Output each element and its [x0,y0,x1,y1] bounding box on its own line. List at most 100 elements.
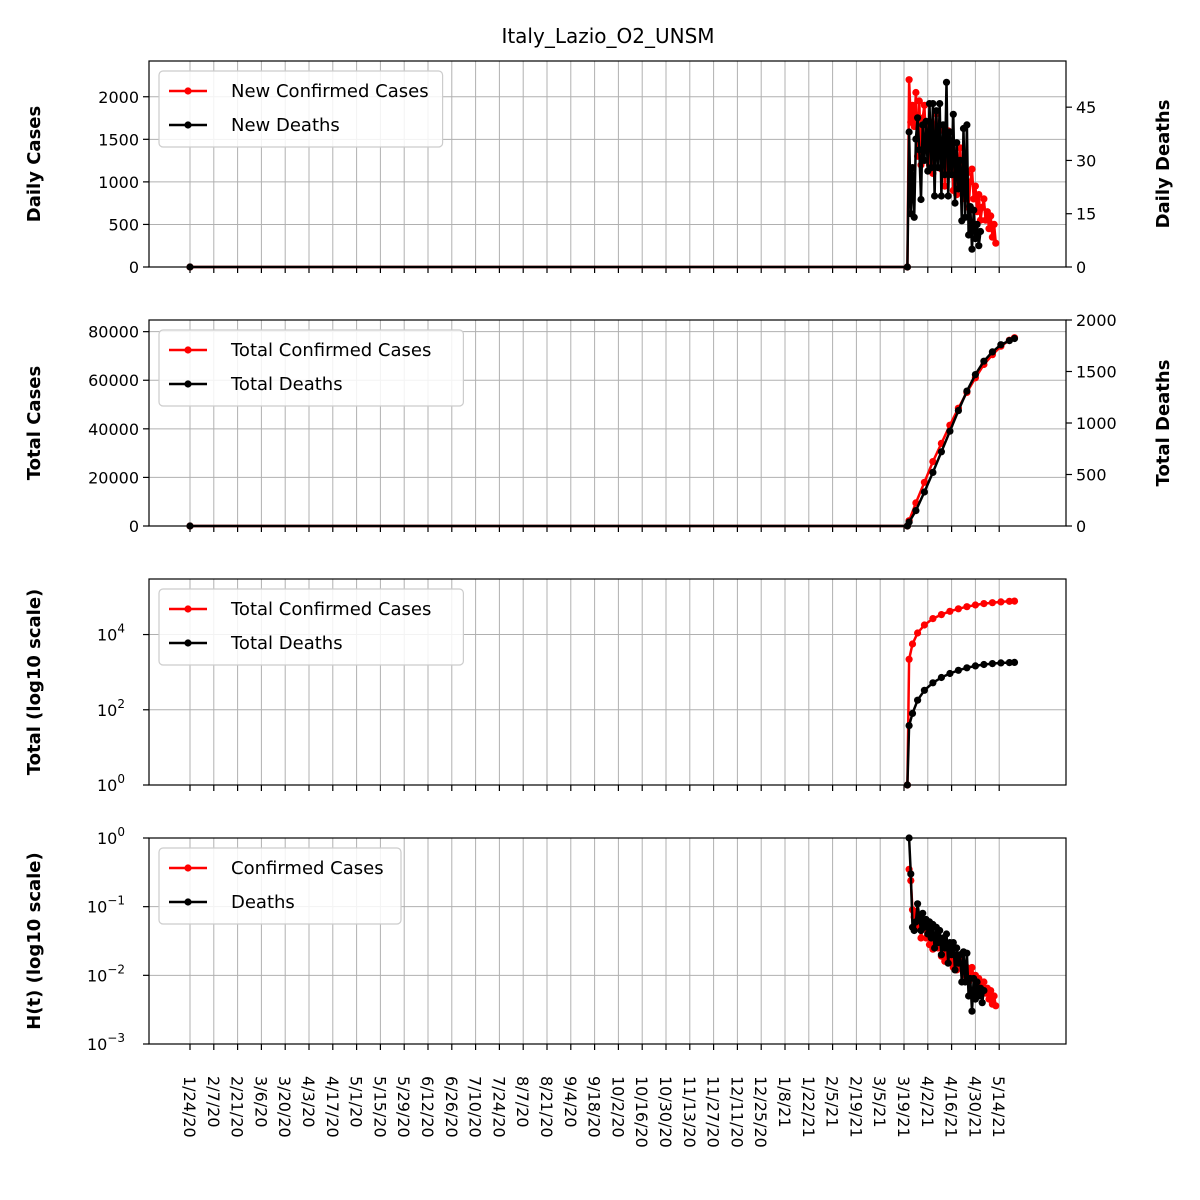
legend-label: Total Confirmed Cases [230,340,431,361]
data-point [931,192,939,200]
data-point [917,195,925,204]
data-point [937,611,946,619]
data-point [956,156,964,164]
x-tick-label: 4/2/21 [918,1076,937,1128]
data-point [988,233,997,241]
x-tick-label: 4/3/20 [299,1076,318,1128]
data-point [1010,334,1019,343]
x-tick-label: 8/7/20 [513,1076,532,1128]
data-point [953,139,961,147]
data-point [910,926,918,935]
data-point [937,192,946,200]
data-point [992,1002,1000,1010]
data-point [980,660,988,669]
data-point [954,185,963,193]
data-point [1010,597,1019,605]
data-point [929,458,937,466]
y-axis-label: Total (log10 scale) [24,589,45,776]
data-point [970,195,978,203]
data-point [980,195,988,203]
data-point [978,999,986,1007]
data-point [914,900,922,908]
y-right-tick-label: 0 [1076,517,1086,536]
legend: New Confirmed Cases New Deaths [158,70,444,148]
legend-frame [158,588,464,666]
data-point [914,114,922,122]
data-point [946,607,954,615]
data-point [920,488,929,496]
data-point [937,448,946,456]
x-tick-label: 5/15/20 [370,1076,389,1138]
data-point [944,959,952,967]
legend: Total Confirmed Cases Total Deaths [158,329,464,407]
data-point [914,629,922,637]
y-tick-label: 100 [97,825,125,848]
data-point [941,944,949,952]
legend-frame [158,70,444,148]
data-point [980,600,988,608]
x-tick-label: 2/5/21 [823,1076,842,1128]
data-point [912,88,920,97]
data-point [980,978,988,986]
data-point [942,930,951,938]
data-point [937,673,946,682]
legend-marker [184,87,192,95]
data-point [929,679,937,687]
panel-3: 100 102 104 Total (log10 scale) Total Confir… [24,578,1067,795]
data-point [961,978,969,986]
data-point [920,621,929,629]
data-point [987,987,995,995]
data-point [963,603,971,611]
data-point [948,951,956,959]
data-point [937,951,946,959]
data-point [954,605,963,613]
x-tick-label: 8/21/20 [537,1076,556,1138]
data-point [990,220,998,228]
legend-marker [184,639,192,647]
series-line [906,661,1015,786]
data-point [963,121,971,129]
x-tick-label: 3/6/20 [251,1076,270,1128]
data-point [920,156,929,164]
data-point [936,100,944,108]
data-point [927,934,935,942]
data-point [910,213,918,221]
data-point [980,357,988,365]
data-point [905,518,913,526]
data-point [992,239,1000,247]
data-point [965,231,973,239]
x-tick-label: 3/20/20 [275,1076,294,1138]
x-tick-label: 6/12/20 [418,1076,437,1138]
legend-marker [184,121,192,129]
data-point [951,199,959,207]
x-tick-label: 9/4/20 [561,1076,580,1128]
axes-frame [148,319,1067,527]
legend-label: Total Deaths [230,374,343,395]
data-point [917,934,925,942]
y-tick-label: 2000 [98,88,139,107]
data-point [968,1007,976,1015]
data-point [934,164,942,172]
y-right-tick-label: 1000 [1076,414,1117,433]
x-tick-label: 4/17/20 [323,1076,342,1138]
data-point [942,78,951,86]
y-tick-label: 80000 [88,323,139,342]
data-point [922,117,930,125]
data-point [915,97,923,105]
data-point [988,599,997,607]
data-point [1005,659,1014,667]
data-point [954,666,963,674]
y-tick-label: 10−3 [87,1031,125,1054]
x-tick-label: 11/13/20 [680,1076,699,1148]
data-point [997,598,1005,606]
data-point [961,213,969,221]
y-tick-label: 100 [97,772,125,795]
legend-marker [184,346,192,354]
series-line [190,336,1016,528]
x-tick-label: 7/24/20 [489,1076,508,1138]
data-point [905,128,913,136]
axes-frame [148,578,1067,786]
y-axis-label: Total Cases [24,366,45,480]
data-point [936,926,944,935]
y-tick-label: 10−2 [87,962,125,985]
